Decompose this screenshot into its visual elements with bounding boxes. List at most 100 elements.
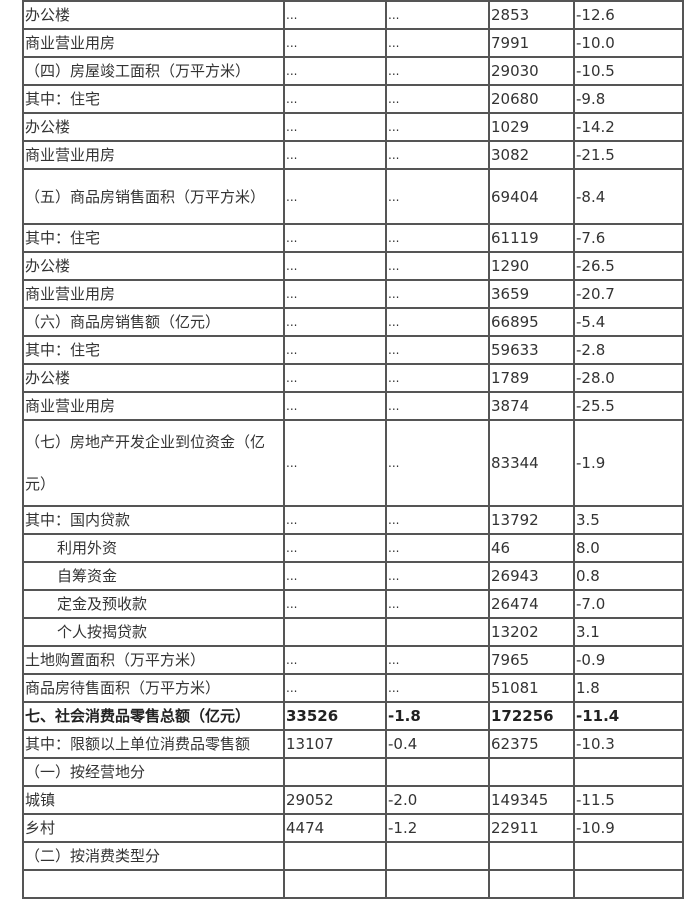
value-cell: ... bbox=[385, 223, 490, 253]
value-cell: -25.5 bbox=[573, 391, 684, 421]
table-row: （四）房屋竣工面积（万平方米）...... 29030 -10.5 bbox=[22, 56, 684, 86]
value-cell: ... bbox=[385, 589, 490, 619]
table-row: 商业营业用房...... 3082 -21.5 bbox=[22, 140, 684, 170]
value-cell: 3874 bbox=[488, 391, 575, 421]
value-cell: -7.6 bbox=[573, 223, 684, 253]
value-cell: ... bbox=[385, 140, 490, 170]
value-cell bbox=[385, 841, 490, 871]
table-row: 办公楼...... 1789 -28.0 bbox=[22, 363, 684, 393]
row-label-cell: 自筹资金 bbox=[22, 561, 285, 591]
value-cell: -2.8 bbox=[573, 335, 684, 365]
value-cell: -12.6 bbox=[573, 0, 684, 30]
value-cell: -10.5 bbox=[573, 56, 684, 86]
value-cell: 1029 bbox=[488, 112, 575, 142]
row-label-cell: 其中：住宅 bbox=[22, 335, 285, 365]
row-label-cell: 商业营业用房 bbox=[22, 28, 285, 58]
value-cell: -0.9 bbox=[573, 645, 684, 675]
row-label-cell: 七、社会消费品零售总额（亿元） bbox=[22, 701, 285, 731]
value-cell: 172256 bbox=[488, 701, 575, 731]
value-cell bbox=[573, 757, 684, 787]
value-cell: ... bbox=[283, 168, 387, 225]
value-cell: ... bbox=[283, 0, 387, 30]
value-cell: 29030 bbox=[488, 56, 575, 86]
value-cell: 2853 bbox=[488, 0, 575, 30]
table-row: 个人按揭贷款 13202 3.1 bbox=[22, 617, 684, 647]
table-row: 商业营业用房...... 7991 -10.0 bbox=[22, 28, 684, 58]
table-row: 其中：住宅...... 20680 -9.8 bbox=[22, 84, 684, 114]
value-cell bbox=[573, 869, 684, 899]
table-row: 其中：国内贷款...... 13792 3.5 bbox=[22, 505, 684, 535]
value-cell: -1.8 bbox=[385, 701, 490, 731]
value-cell: ... bbox=[385, 533, 490, 563]
value-cell: -9.8 bbox=[573, 84, 684, 114]
table-row: 其中：住宅...... 59633 -2.8 bbox=[22, 335, 684, 365]
value-cell: ... bbox=[385, 112, 490, 142]
value-cell: 4474 bbox=[283, 813, 387, 843]
value-cell: -14.2 bbox=[573, 112, 684, 142]
value-cell: 69404 bbox=[488, 168, 575, 225]
value-cell: ... bbox=[385, 419, 490, 507]
value-cell: 1789 bbox=[488, 363, 575, 393]
value-cell: ... bbox=[385, 56, 490, 86]
value-cell: 3082 bbox=[488, 140, 575, 170]
table-row: 利用外资...... 46 8.0 bbox=[22, 533, 684, 563]
value-cell: -28.0 bbox=[573, 363, 684, 393]
value-cell: ... bbox=[283, 673, 387, 703]
table-row: （五）商品房销售面积（万平方米）...... 69404 -8.4 bbox=[22, 168, 684, 225]
row-label-cell: 办公楼 bbox=[22, 251, 285, 281]
value-cell: -20.7 bbox=[573, 279, 684, 309]
value-cell: ... bbox=[283, 645, 387, 675]
value-cell: ... bbox=[283, 589, 387, 619]
table-row: 商业营业用房...... 3874 -25.5 bbox=[22, 391, 684, 421]
value-cell: ... bbox=[283, 28, 387, 58]
row-label-cell: 其中：限额以上单位消费品零售额 bbox=[22, 729, 285, 759]
value-cell: ... bbox=[385, 391, 490, 421]
table-row: （一）按经营地分 bbox=[22, 757, 684, 787]
table-row: 城镇 29052 -2.0 149345 -11.5 bbox=[22, 785, 684, 815]
value-cell: 1.8 bbox=[573, 673, 684, 703]
row-label-cell: 办公楼 bbox=[22, 363, 285, 393]
table-row: （六）商品房销售额（亿元）...... 66895 -5.4 bbox=[22, 307, 684, 337]
value-cell bbox=[573, 841, 684, 871]
value-cell: ... bbox=[385, 28, 490, 58]
value-cell bbox=[385, 617, 490, 647]
row-label-cell: 其中：住宅 bbox=[22, 223, 285, 253]
row-label-cell: 商业营业用房 bbox=[22, 391, 285, 421]
value-cell: ... bbox=[385, 505, 490, 535]
value-cell: -21.5 bbox=[573, 140, 684, 170]
table-body: 办公楼...... 2853 -12.6 商业营业用房...... 7991 -10.0 （… bbox=[22, 0, 684, 899]
value-cell: -0.4 bbox=[385, 729, 490, 759]
table-row: 乡村 4474 -1.2 22911 -10.9 bbox=[22, 813, 684, 843]
value-cell: ... bbox=[283, 391, 387, 421]
value-cell: 26474 bbox=[488, 589, 575, 619]
value-cell: 59633 bbox=[488, 335, 575, 365]
row-label-cell: 土地购置面积（万平方米） bbox=[22, 645, 285, 675]
value-cell: 83344 bbox=[488, 419, 575, 507]
table-row: 自筹资金...... 26943 0.8 bbox=[22, 561, 684, 591]
value-cell: ... bbox=[385, 84, 490, 114]
row-label-cell: （二）按消费类型分 bbox=[22, 841, 285, 871]
value-cell: ... bbox=[385, 335, 490, 365]
row-label-cell: 商业营业用房 bbox=[22, 279, 285, 309]
value-cell: ... bbox=[283, 335, 387, 365]
row-label-cell: 个人按揭贷款 bbox=[22, 617, 285, 647]
value-cell: 1290 bbox=[488, 251, 575, 281]
value-cell: -10.3 bbox=[573, 729, 684, 759]
value-cell: 13107 bbox=[283, 729, 387, 759]
row-label-cell: 商品房待售面积（万平方米） bbox=[22, 673, 285, 703]
value-cell bbox=[488, 841, 575, 871]
table-row: 其中：住宅...... 61119 -7.6 bbox=[22, 223, 684, 253]
row-label-cell: 城镇 bbox=[22, 785, 285, 815]
value-cell: ... bbox=[385, 307, 490, 337]
table-row: 其中：限额以上单位消费品零售额 13107 -0.4 62375 -10.3 bbox=[22, 729, 684, 759]
row-label-cell: （四）房屋竣工面积（万平方米） bbox=[22, 56, 285, 86]
value-cell: 51081 bbox=[488, 673, 575, 703]
value-cell: ... bbox=[385, 251, 490, 281]
value-cell: ... bbox=[283, 533, 387, 563]
value-cell: -10.9 bbox=[573, 813, 684, 843]
value-cell: ... bbox=[283, 84, 387, 114]
row-label-cell: （七）房地产开发企业到位资金（亿元） bbox=[22, 419, 285, 507]
table-row: 办公楼...... 1290 -26.5 bbox=[22, 251, 684, 281]
row-label-cell: （六）商品房销售额（亿元） bbox=[22, 307, 285, 337]
value-cell: 66895 bbox=[488, 307, 575, 337]
